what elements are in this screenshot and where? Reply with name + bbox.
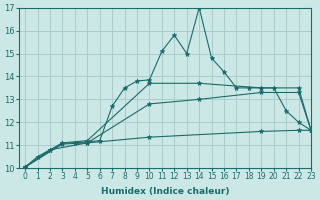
X-axis label: Humidex (Indice chaleur): Humidex (Indice chaleur) (101, 187, 229, 196)
